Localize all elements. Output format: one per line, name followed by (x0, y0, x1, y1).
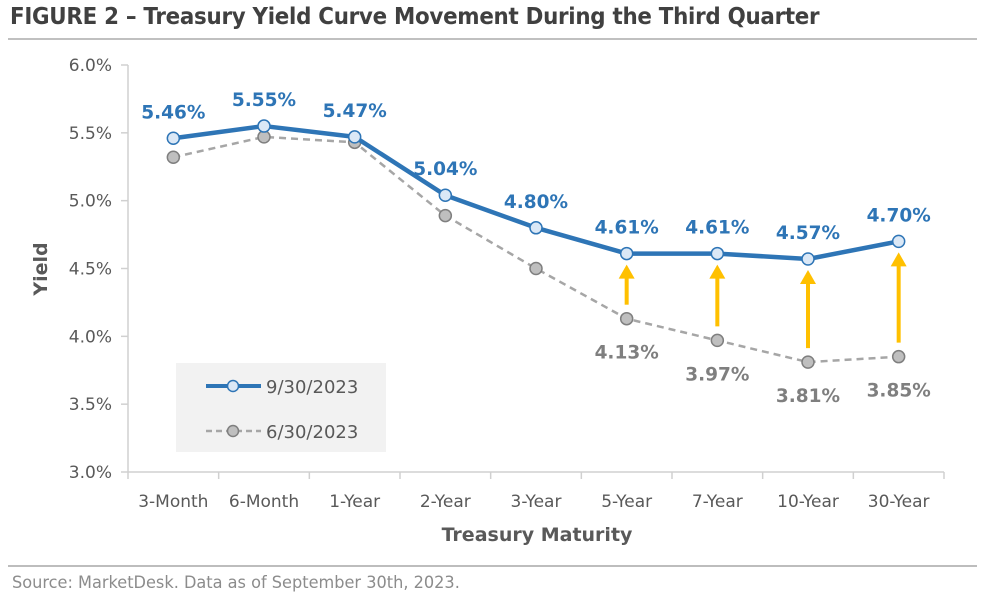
title-divider (8, 38, 977, 40)
data-label-current: 5.47% (323, 101, 387, 122)
y-tick-label: 3.5% (69, 395, 112, 415)
x-tick-label: 1-Year (329, 492, 380, 512)
y-axis-title: Yield (30, 242, 52, 296)
up-arrow (618, 264, 635, 305)
arrow-head (709, 264, 726, 279)
data-point-prior (891, 349, 906, 364)
y-tick-label: 5.5% (69, 124, 112, 144)
x-tick-label: 3-Month (138, 492, 208, 512)
y-tick-label: 4.0% (69, 327, 112, 347)
arrow-head (618, 264, 635, 279)
data-point-current (347, 130, 362, 144)
source-note: Source: MarketDesk. Data as of September… (12, 573, 460, 593)
data-point-current (710, 246, 725, 261)
legend-marker-current (226, 379, 240, 393)
x-tick-label: 30-Year (868, 492, 930, 512)
data-point-current (166, 131, 181, 146)
data-point-current (438, 188, 453, 202)
x-tick-label: 3-Year (511, 492, 562, 512)
footer-divider (8, 565, 977, 567)
data-label-current: 4.70% (867, 205, 931, 226)
axes: 3.0% 3.5% 4.0% 4.5% 5.0% 5.5% 6.0% 3-Month 6-Mon… (69, 56, 945, 512)
data-labels: 5.46% 5.55% 5.47% 5.04% 4.80% 4.61% 4.61% 4.57%… (141, 90, 931, 407)
up-arrow (890, 252, 907, 343)
data-point-current (801, 252, 815, 266)
y-tick-label: 3.0% (69, 463, 112, 483)
arrow-head (890, 252, 907, 267)
data-point-current (619, 246, 634, 261)
y-tick-label: 5.0% (69, 192, 112, 212)
legend: 9/30/2023 6/30/2023 (176, 363, 386, 452)
data-point-current (257, 119, 271, 133)
data-point-prior (438, 208, 453, 223)
x-axis-title: Treasury Maturity (442, 524, 633, 546)
data-label-prior: 4.13% (595, 343, 659, 364)
data-label-current: 4.61% (685, 218, 749, 239)
data-label-current: 4.80% (504, 192, 568, 213)
data-point-current (529, 221, 543, 235)
data-label-prior: 3.97% (685, 364, 749, 385)
data-label-current: 5.55% (232, 90, 296, 111)
x-tick-label: 6-Month (229, 492, 299, 512)
legend-label-prior: 6/30/2023 (266, 422, 358, 443)
legend-box (176, 363, 386, 452)
legend-label-current: 9/30/2023 (266, 377, 358, 398)
x-tick-label: 5-Year (601, 492, 652, 512)
arrow-head (800, 270, 816, 285)
data-label-current: 4.61% (595, 218, 659, 239)
x-tick-label: 2-Year (420, 492, 471, 512)
chart-title: FIGURE 2 – Treasury Yield Curve Movement… (10, 4, 820, 30)
data-label-prior: 3.81% (776, 386, 840, 407)
up-arrow (800, 270, 816, 349)
data-label-current: 4.57% (776, 223, 840, 244)
data-point-prior (529, 261, 543, 276)
data-point-prior (166, 150, 181, 165)
change-arrows (618, 252, 907, 349)
data-point-prior (619, 311, 634, 326)
data-label-current: 5.04% (413, 159, 477, 180)
x-tick-label: 7-Year (692, 492, 743, 512)
x-tick-label: 10-Year (777, 492, 839, 512)
series-line-prior (173, 135, 899, 364)
data-label-prior: 3.85% (867, 381, 931, 402)
data-point-prior (710, 333, 725, 348)
up-arrow (709, 264, 726, 327)
series (166, 119, 906, 369)
legend-marker-prior (226, 424, 240, 438)
data-label-current: 5.46% (141, 102, 205, 123)
y-tick-label: 6.0% (69, 56, 112, 76)
data-point-current (891, 234, 906, 249)
data-point-prior (801, 355, 815, 369)
y-tick-label: 4.5% (69, 260, 112, 280)
